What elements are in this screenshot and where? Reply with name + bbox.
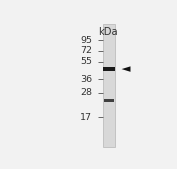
Text: 95: 95 [80,36,92,45]
Text: 17: 17 [80,113,92,122]
Text: 55: 55 [80,57,92,66]
Polygon shape [122,66,130,72]
Text: 36: 36 [80,75,92,84]
Text: 28: 28 [80,88,92,97]
Bar [103,24,115,147]
Bar [104,99,114,102]
Text: kDa: kDa [98,27,118,38]
Text: 72: 72 [80,46,92,55]
Bar [103,67,115,71]
